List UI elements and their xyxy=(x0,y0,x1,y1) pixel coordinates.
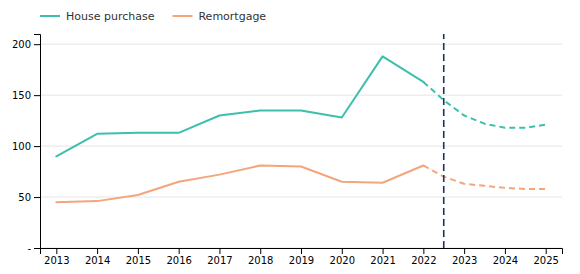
x-tick: 2018 xyxy=(248,248,273,266)
x-tick-mark xyxy=(546,248,547,254)
x-tick-mark xyxy=(138,248,139,254)
x-tick-label: 2015 xyxy=(126,255,151,266)
y-tick-mark xyxy=(34,146,40,147)
y-tick-label: 200 xyxy=(12,39,31,50)
x-tick: 2015 xyxy=(126,248,151,266)
y-tick-label: 150 xyxy=(12,90,31,101)
x-tick: 2022 xyxy=(411,248,436,266)
x-tick-label: 2016 xyxy=(166,255,191,266)
series-line xyxy=(423,82,545,128)
x-tick: 2020 xyxy=(330,248,355,266)
x-tick-mark xyxy=(464,248,465,254)
y-axis-line xyxy=(34,35,41,249)
x-tick-label: 2022 xyxy=(411,255,436,266)
x-tick-mark xyxy=(179,248,180,254)
x-tick-mark xyxy=(383,248,384,254)
x-tick-mark xyxy=(505,248,506,254)
x-tick: 2014 xyxy=(85,248,110,266)
chart: 2013 2014 2015 2016 2017 2018 2019 2020 2021 2022… xyxy=(0,0,580,274)
y-tick-label: - xyxy=(27,243,31,254)
y-tick-label: 100 xyxy=(12,141,31,152)
series-line xyxy=(56,56,423,156)
x-tick-label: 2019 xyxy=(289,255,314,266)
series-line xyxy=(423,165,545,188)
x-axis-line xyxy=(41,249,563,255)
vertical-line xyxy=(443,34,445,248)
x-tick-mark xyxy=(342,248,343,254)
grid-line xyxy=(40,146,562,147)
grid-line xyxy=(40,95,562,96)
x-tick-mark xyxy=(260,248,261,254)
legend-swatch xyxy=(172,15,192,17)
y-tick: 50 xyxy=(18,192,40,203)
y-tick-mark xyxy=(34,44,40,45)
x-tick: 2023 xyxy=(452,248,477,266)
y-axis: - 50 100 150 200 xyxy=(12,35,41,254)
legend-label: House purchase xyxy=(66,10,155,23)
legend-swatch xyxy=(40,15,60,17)
x-tick-label: 2013 xyxy=(44,255,69,266)
x-tick-label: 2018 xyxy=(248,255,273,266)
y-tick: 200 xyxy=(12,39,40,50)
y-tick-mark xyxy=(34,95,40,96)
x-tick: 2013 xyxy=(44,248,69,266)
legend-item: House purchase xyxy=(40,10,155,23)
x-tick: 2021 xyxy=(370,248,395,266)
x-tick-label: 2025 xyxy=(533,255,558,266)
grid-line xyxy=(40,44,562,45)
y-tick: 150 xyxy=(12,90,40,101)
x-tick-mark xyxy=(219,248,220,254)
series-line xyxy=(56,165,423,202)
x-tick-label: 2014 xyxy=(85,255,110,266)
x-axis: 2013 2014 2015 2016 2017 2018 2019 2020 2021 2022… xyxy=(41,248,563,266)
x-tick-mark xyxy=(56,248,57,254)
y-tick: - xyxy=(27,243,40,254)
legend-label: Remortgage xyxy=(198,10,266,23)
x-tick: 2017 xyxy=(207,248,232,266)
x-tick-label: 2024 xyxy=(493,255,518,266)
x-tick-mark xyxy=(97,248,98,254)
x-tick: 2019 xyxy=(289,248,314,266)
plot-area xyxy=(56,34,545,248)
x-tick: 2016 xyxy=(166,248,191,266)
y-tick-mark xyxy=(34,197,40,198)
y-tick: 100 xyxy=(12,141,40,152)
x-tick-label: 2021 xyxy=(370,255,395,266)
x-tick-label: 2020 xyxy=(330,255,355,266)
x-tick: 2024 xyxy=(493,248,518,266)
x-tick-mark xyxy=(301,248,302,254)
grid xyxy=(40,44,562,248)
x-tick-label: 2023 xyxy=(452,255,477,266)
legend: House purchase Remortgage xyxy=(40,10,266,23)
x-tick: 2025 xyxy=(533,248,558,266)
legend-item: Remortgage xyxy=(172,10,266,23)
x-tick-label: 2017 xyxy=(207,255,232,266)
y-tick-label: 50 xyxy=(18,192,31,203)
y-tick-mark xyxy=(34,248,40,249)
x-tick-mark xyxy=(423,248,424,254)
